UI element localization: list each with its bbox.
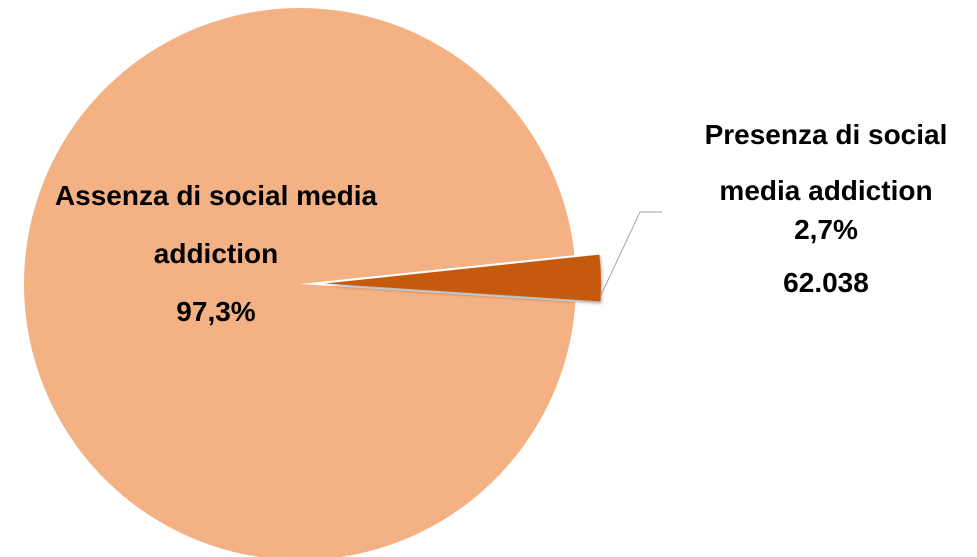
label-assenza-percent: 97,3% xyxy=(176,296,255,327)
label-presenza-percent: 2,7% xyxy=(794,214,858,245)
pie-slices xyxy=(24,8,601,557)
label-presenza-count: 62.038 xyxy=(783,267,869,298)
label-assenza: Assenza di social media addiction 97,3% xyxy=(55,180,378,327)
label-presenza-line2: media addiction xyxy=(719,175,932,206)
label-assenza-line2: addiction xyxy=(154,238,278,269)
leader-line xyxy=(600,211,662,296)
slice-presenza[interactable] xyxy=(324,254,601,302)
label-assenza-line1: Assenza di social media xyxy=(55,180,378,211)
label-presenza-line1: Presenza di social xyxy=(705,119,948,150)
slice-assenza[interactable] xyxy=(24,8,576,557)
label-presenza: Presenza di social media addiction 2,7% … xyxy=(705,119,948,298)
